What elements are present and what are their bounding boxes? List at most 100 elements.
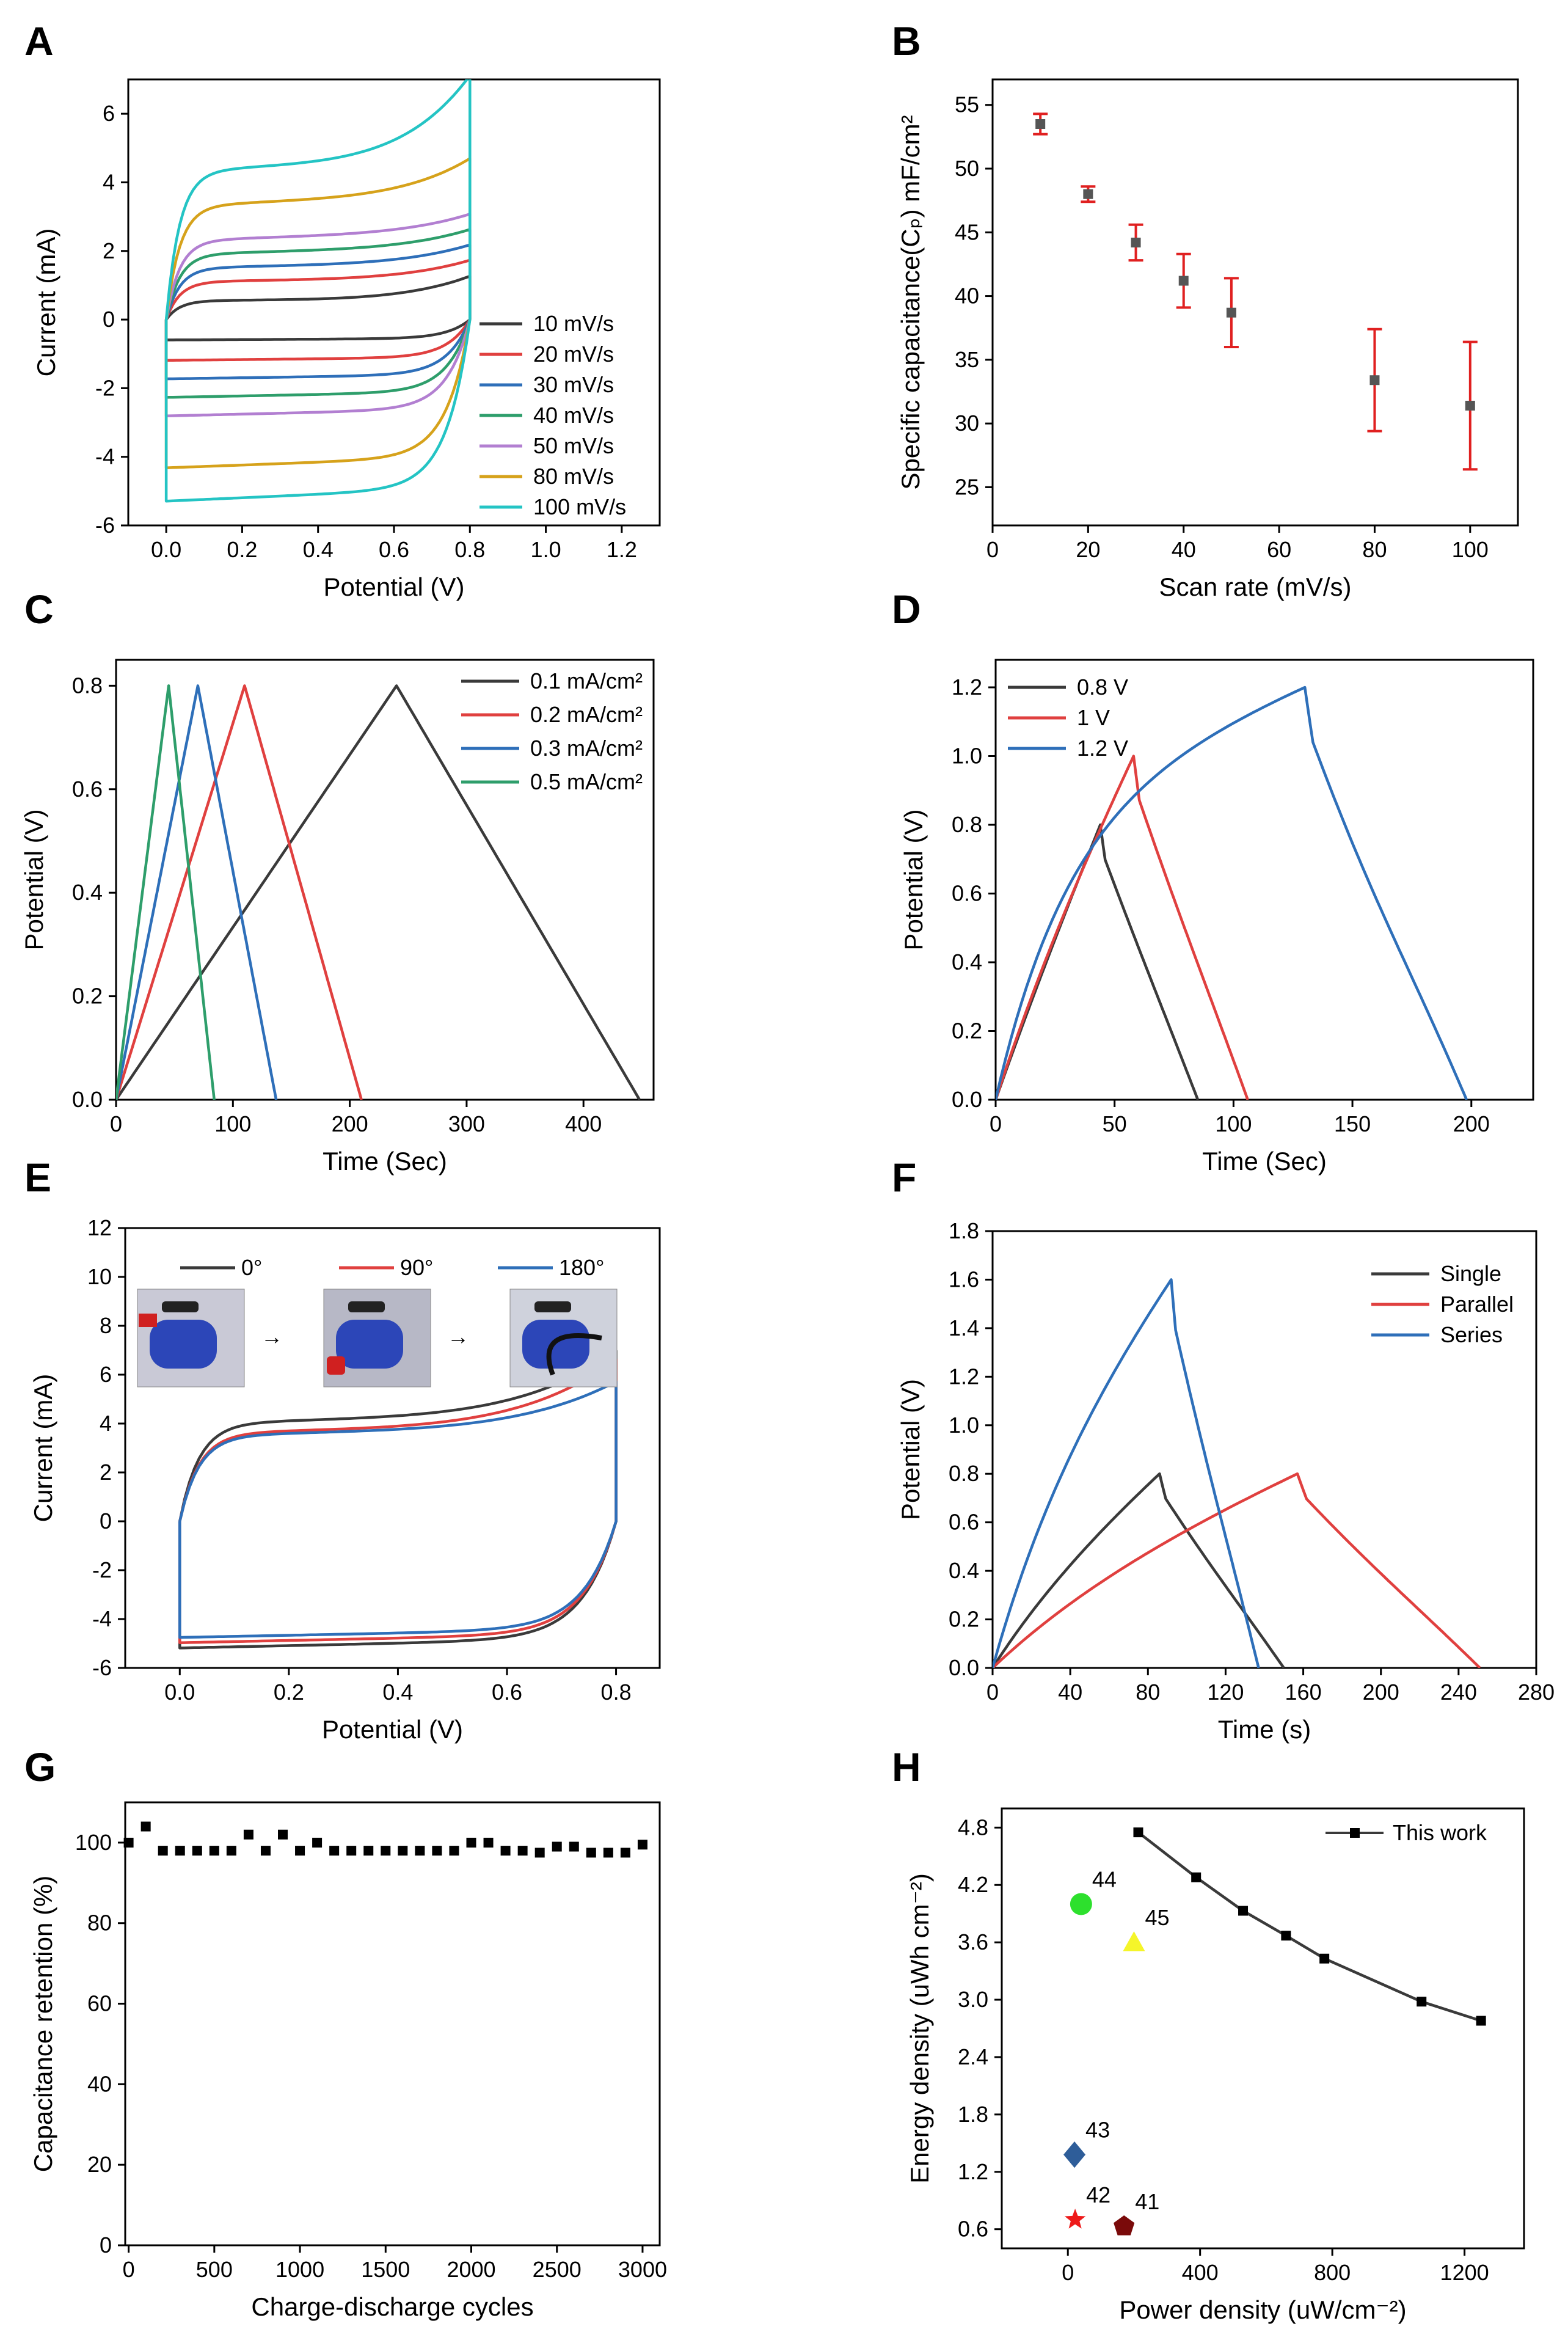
- y-tick-label: 0.0: [72, 1087, 103, 1112]
- y-tick-label: 30: [955, 411, 979, 436]
- y-axis-label: Capacitance retention (%): [29, 1876, 57, 2173]
- data-point: [1281, 1931, 1291, 1941]
- x-tick-label: 240: [1440, 1680, 1477, 1705]
- x-tick-label: 0.0: [151, 537, 181, 562]
- series-line: [164, 79, 472, 503]
- photo-0deg: [137, 1289, 245, 1388]
- y-tick-label: 45: [955, 219, 979, 244]
- series-line: [116, 684, 278, 1100]
- series-line: [116, 684, 641, 1100]
- x-tick-label: 1.0: [531, 537, 561, 562]
- x-tick-label: 100: [214, 1111, 251, 1136]
- plot-area: [1137, 1831, 1482, 2022]
- data-point: [1191, 1872, 1202, 1882]
- x-tick-label: 60: [1267, 537, 1291, 562]
- data-point: [1133, 1827, 1143, 1838]
- reference-label: 45: [1145, 1905, 1169, 1930]
- series-line: [116, 684, 363, 1100]
- data-point: [1178, 276, 1189, 286]
- y-tick-label: 1.6: [949, 1267, 979, 1292]
- y-tick-label: 60: [87, 1991, 112, 2016]
- legend-label: 0.8 V: [1077, 675, 1128, 700]
- x-tick-label: 500: [196, 2257, 233, 2282]
- x-axis-label: Time (Sec): [1202, 1147, 1327, 1175]
- y-tick-label: 0.0: [952, 1087, 982, 1112]
- data-point: [569, 1841, 579, 1852]
- y-axis-label: Potential (V): [896, 1379, 925, 1520]
- legend-label: 1.2 V: [1077, 736, 1128, 761]
- data-point: [432, 1846, 442, 1856]
- x-tick-label: 0.8: [454, 537, 485, 562]
- data-point: [398, 1846, 408, 1856]
- data-point: [209, 1846, 219, 1856]
- y-axis-label: Potential (V): [899, 809, 928, 950]
- y-tick-label: 1.8: [949, 1218, 979, 1243]
- legend-label: 0°: [241, 1255, 262, 1280]
- data-point: [1131, 237, 1141, 247]
- x-tick-label: 0.2: [274, 1680, 304, 1705]
- x-tick-label: 0: [123, 2257, 135, 2282]
- legend-label: Single: [1440, 1261, 1501, 1286]
- y-tick-label: 3.0: [958, 1987, 988, 2012]
- y-tick-label: 55: [955, 92, 979, 117]
- y-tick-label: 0.4: [949, 1558, 979, 1583]
- x-axis-label: Scan rate (mV/s): [1159, 572, 1351, 601]
- data-point: [517, 1846, 528, 1856]
- x-tick-label: 2000: [447, 2257, 495, 2282]
- panel-a: 0.0 0.2 0.4 0.6 0.8 1.0 1.2 -6 -4 -2 0 2 4 6 Potential…: [24, 18, 661, 601]
- y-axis-label: Specific capacitance(Cₚ) mF/cm²: [896, 115, 925, 489]
- y-tick-label: 0.6: [72, 777, 103, 802]
- y-tick-label: 2.4: [958, 2044, 988, 2069]
- plot-frame: [124, 1227, 661, 1669]
- data-point: [466, 1837, 476, 1848]
- series-line: [178, 1358, 618, 1644]
- y-tick-label: 0.0: [949, 1655, 979, 1680]
- data-point: [363, 1846, 374, 1856]
- reference-marker: [1070, 1893, 1092, 1915]
- y-tick-label: 0.8: [952, 812, 982, 837]
- y-tick-label: 0.4: [952, 949, 982, 974]
- x-tick-label: 160: [1285, 1680, 1322, 1705]
- x-tick-label: 1500: [361, 2257, 410, 2282]
- y-tick-label: 20: [87, 2152, 112, 2177]
- reference-marker: [1123, 1931, 1145, 1951]
- y-tick-label: 0.8: [72, 673, 103, 698]
- y-tick-label: -6: [92, 1655, 112, 1680]
- x-tick-label: 0.0: [164, 1680, 195, 1705]
- y-tick-label: -2: [95, 375, 115, 400]
- y-tick-label: 0: [100, 2232, 112, 2258]
- legend-label: 0.1 mA/cm²: [530, 668, 643, 693]
- series-line: [993, 1472, 1481, 1668]
- data-point: [278, 1829, 288, 1840]
- data-point: [1476, 2016, 1486, 2026]
- plot-area: [116, 684, 641, 1100]
- y-axis-label: Potential (V): [20, 809, 48, 950]
- x-tick-label: 1000: [275, 2257, 324, 2282]
- y-tick-label: 0: [103, 307, 115, 332]
- x-tick-label: 2500: [533, 2257, 582, 2282]
- reference-label: 44: [1092, 1867, 1117, 1892]
- y-tick-label: 100: [75, 1830, 112, 1855]
- data-point: [1465, 400, 1475, 411]
- panel-letter: C: [24, 587, 54, 632]
- y-tick-label: 1.8: [958, 2102, 988, 2127]
- y-tick-label: 2: [103, 238, 115, 263]
- y-tick-label: 6: [103, 101, 115, 126]
- legend-label: Series: [1440, 1322, 1503, 1347]
- series-line: [1137, 1831, 1482, 2022]
- y-tick-label: 50: [955, 156, 979, 181]
- data-point: [192, 1846, 202, 1856]
- x-tick-label: 50: [1103, 1111, 1127, 1136]
- y-tick-label: 6: [100, 1362, 112, 1387]
- plot-frame: [1001, 1807, 1525, 2250]
- data-point: [312, 1837, 323, 1848]
- y-tick-label: 25: [955, 474, 979, 499]
- data-point: [346, 1846, 357, 1856]
- x-tick-label: 0.4: [303, 537, 334, 562]
- series-line: [993, 1472, 1285, 1668]
- y-tick-label: -2: [92, 1557, 112, 1582]
- data-point: [158, 1846, 168, 1856]
- series-line: [178, 1380, 618, 1639]
- y-tick-label: 2: [100, 1460, 112, 1485]
- y-tick-label: 0.2: [952, 1018, 982, 1044]
